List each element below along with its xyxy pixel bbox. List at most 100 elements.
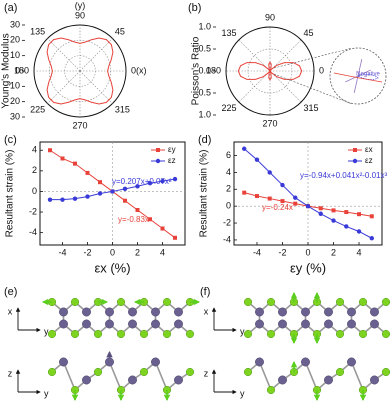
atom (301, 319, 310, 329)
angle-grid-line (47, 38, 81, 72)
atom (151, 357, 160, 367)
axis-name: y (44, 388, 49, 398)
bond (154, 361, 168, 391)
angle-tick-label: 180 (206, 65, 221, 75)
axis-name: y (240, 388, 245, 398)
atom (370, 375, 379, 385)
point (344, 210, 349, 215)
x-tick-label: 2 (331, 247, 336, 257)
axis-name: x (8, 306, 13, 316)
atom (128, 319, 137, 329)
atom (381, 329, 391, 339)
angle-tick-label: 225 (221, 103, 236, 113)
atom (59, 307, 68, 317)
panel-label: (c) (4, 134, 17, 146)
atom (255, 307, 264, 317)
point (357, 212, 362, 217)
atom (116, 297, 126, 307)
point (122, 186, 128, 192)
angle-tick-label: 270 (262, 118, 277, 128)
point (60, 197, 65, 202)
x-tick-label: -4 (58, 247, 66, 257)
panel-label: (e) (4, 286, 17, 298)
axis-name: z (8, 368, 13, 378)
r-tick-label: 0.0 (198, 65, 211, 75)
point (280, 182, 285, 188)
point (147, 181, 153, 186)
point (135, 207, 140, 212)
point (85, 170, 90, 175)
point (344, 224, 349, 229)
atom (70, 297, 80, 307)
atom (174, 319, 183, 329)
angle-tick-label: 0(x) (131, 65, 147, 75)
point (293, 201, 298, 206)
bond (62, 361, 76, 391)
atom (335, 297, 345, 307)
x-tick-label: 2 (135, 247, 140, 257)
axis-name: y (240, 326, 245, 336)
atom (324, 375, 333, 385)
legend-label: εz (168, 156, 176, 165)
legend-marker (155, 158, 161, 164)
point (72, 196, 78, 201)
polar-curve (46, 37, 114, 105)
legend-label: εx (365, 145, 373, 154)
atom (116, 329, 126, 339)
panel-label: (b) (188, 2, 201, 14)
atom (255, 357, 264, 367)
angle-tick-label: 270 (72, 120, 87, 130)
point (160, 226, 165, 231)
r-tick-label: 0.5 (198, 43, 211, 53)
angle-tick-label: 90 (75, 10, 85, 20)
point (369, 214, 374, 219)
atom (301, 357, 310, 367)
point (331, 218, 336, 223)
atom (174, 375, 183, 385)
atom (266, 385, 276, 395)
point (242, 190, 247, 195)
point (369, 236, 374, 241)
legend-marker (353, 148, 357, 152)
point (172, 176, 178, 182)
angle-tick-label: 315 (303, 103, 318, 113)
atom (82, 319, 91, 329)
atom (347, 307, 356, 317)
point (47, 197, 53, 202)
x-tick-label: 0 (110, 247, 115, 257)
point (318, 206, 323, 211)
inset-label: Negative (356, 72, 380, 78)
angle-tick-label: 315 (115, 104, 130, 114)
x-axis-label: εy (%) (290, 260, 326, 275)
y-tick-label: 0 (226, 201, 231, 211)
y-tick-label: -2 (223, 217, 231, 227)
atom (381, 297, 391, 307)
point (331, 208, 336, 213)
point (148, 217, 152, 222)
point (280, 199, 285, 204)
atom (358, 329, 368, 339)
axis-name: x (204, 306, 209, 316)
y-axis-label: Resultant strain (%) (199, 150, 210, 238)
atom (255, 319, 264, 329)
angle-tick-label: 45 (303, 28, 313, 38)
atom (59, 319, 68, 329)
y-axis-label: Young's Modulus (1, 33, 12, 108)
atom (185, 367, 195, 377)
atom (105, 307, 114, 317)
panel-label: (f) (200, 286, 210, 298)
y-tick-label: -2 (29, 206, 37, 216)
bond (258, 361, 272, 391)
y-tick-label: 2 (32, 165, 37, 175)
atom (266, 297, 276, 307)
legend-label: εz (365, 156, 373, 165)
polar-frame (225, 26, 315, 116)
angle-grid-line (269, 70, 302, 103)
atom (151, 319, 160, 329)
atom (370, 319, 379, 329)
r-tick-label: 1.0 (198, 21, 211, 31)
atom (243, 367, 253, 377)
angle-grid-line (238, 39, 271, 72)
point (173, 235, 177, 240)
r-tick-label: 10 (10, 81, 20, 91)
